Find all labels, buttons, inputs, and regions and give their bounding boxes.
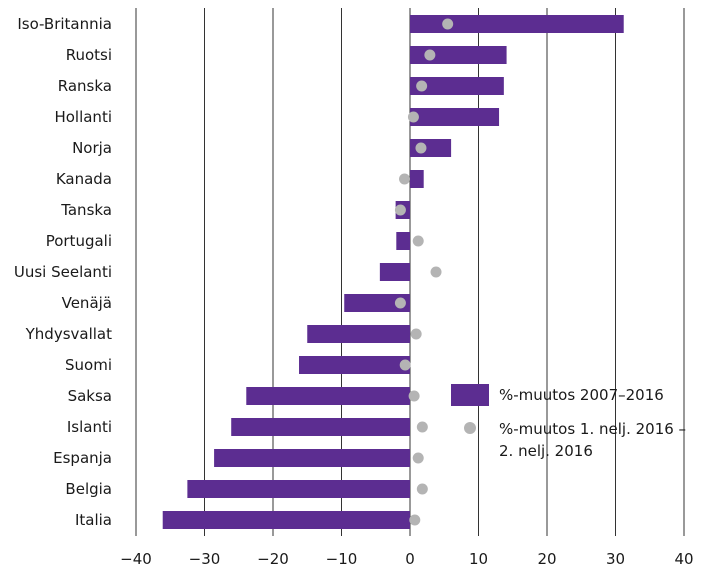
dot-marker — [415, 142, 427, 154]
dot-marker — [430, 266, 442, 278]
category-label: Islanti — [67, 418, 112, 436]
dot-marker — [410, 328, 422, 340]
bar — [379, 263, 410, 281]
legend-bar-label: %-muutos 2007–2016 — [499, 386, 664, 404]
bar — [410, 46, 507, 64]
dot-marker — [399, 173, 411, 185]
bar — [187, 480, 410, 498]
bar — [410, 170, 424, 188]
category-labels: Iso-Britannia Ruotsi Ranska Hollanti Norja Ka… — [14, 15, 112, 529]
x-tick-label: −30 — [189, 550, 221, 568]
category-label: Hollanti — [54, 108, 112, 126]
category-label: Portugali — [46, 232, 112, 250]
dot-marker — [394, 204, 406, 216]
x-tick-label: −20 — [257, 550, 289, 568]
bar — [246, 387, 410, 405]
category-label: Belgia — [65, 480, 112, 498]
bar — [299, 356, 410, 374]
dot-series — [394, 18, 454, 526]
category-label: Venäjä — [62, 294, 112, 312]
category-label: Norja — [72, 139, 112, 157]
dot-marker — [416, 483, 428, 495]
legend-bar-swatch — [451, 384, 489, 406]
x-tick-label: 10 — [469, 550, 488, 568]
dot-marker — [409, 514, 421, 526]
category-label: Italia — [75, 511, 112, 529]
bar — [410, 108, 500, 126]
category-label: Ruotsi — [66, 46, 112, 64]
legend-item-bar: %-muutos 2007–2016 — [451, 384, 696, 406]
dot-marker — [412, 452, 424, 464]
dot-marker — [416, 421, 428, 433]
category-label: Tanska — [60, 201, 112, 219]
dot-marker — [412, 235, 424, 247]
category-label: Ranska — [58, 77, 112, 95]
bar — [214, 449, 410, 467]
x-tick-label: 40 — [674, 550, 693, 568]
legend: %-muutos 2007–2016 %-muutos 1. nelj. 201… — [451, 384, 696, 474]
category-label: Kanada — [56, 170, 112, 188]
category-label: Saksa — [68, 387, 112, 405]
legend-dot-marker — [464, 422, 476, 434]
x-tick-label: 0 — [405, 550, 415, 568]
category-label: Yhdysvallat — [25, 325, 112, 343]
bar — [396, 232, 410, 250]
bar — [231, 418, 410, 436]
x-tick-label: 20 — [537, 550, 556, 568]
legend-dot-label: %-muutos 1. nelj. 2016 – 2. nelj. 2016 — [499, 420, 687, 460]
category-label: Suomi — [65, 356, 112, 374]
bar — [162, 511, 410, 529]
x-tick-label: −40 — [120, 550, 152, 568]
category-label: Uusi Seelanti — [14, 263, 112, 281]
dot-marker — [416, 80, 428, 92]
x-tick-label: −10 — [326, 550, 358, 568]
bar — [410, 77, 504, 95]
dot-marker — [424, 49, 436, 61]
bar-series — [162, 15, 624, 529]
bar — [307, 325, 410, 343]
dot-marker — [394, 297, 406, 309]
x-axis-tick-labels: −40 −30 −20 −10 0 10 20 30 40 — [120, 550, 693, 568]
bar — [410, 15, 624, 33]
legend-item-dot: %-muutos 1. nelj. 2016 – 2. nelj. 2016 — [451, 418, 696, 462]
dot-marker — [399, 359, 411, 371]
x-tick-label: 30 — [606, 550, 625, 568]
dot-marker — [442, 18, 454, 30]
category-label: Iso-Britannia — [17, 15, 112, 33]
bar — [344, 294, 410, 312]
category-label: Espanja — [53, 449, 112, 467]
dot-marker — [407, 111, 419, 123]
dot-marker — [408, 390, 420, 402]
